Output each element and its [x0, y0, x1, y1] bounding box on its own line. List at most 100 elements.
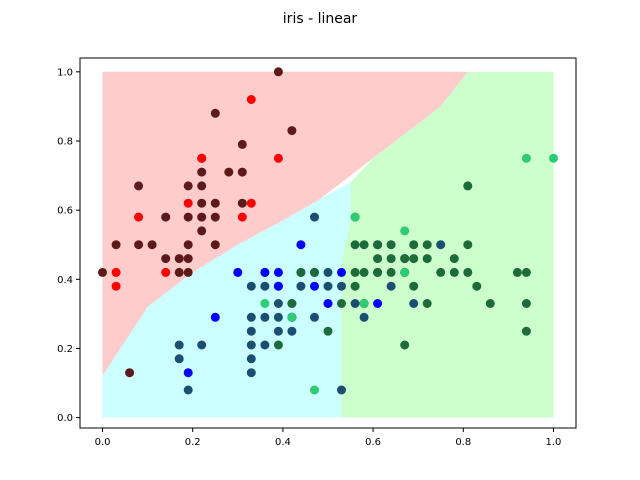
data-point — [323, 281, 333, 291]
data-point — [224, 167, 234, 177]
data-point — [359, 299, 369, 308]
data-point — [273, 153, 283, 163]
x-tick-label: 0.6 — [365, 437, 381, 448]
data-point — [237, 167, 247, 177]
data-point — [197, 167, 207, 177]
data-point — [350, 267, 360, 277]
data-point — [323, 299, 333, 308]
plot-frame — [79, 57, 577, 429]
data-point — [400, 267, 410, 277]
data-point — [273, 67, 283, 77]
data-point — [373, 254, 383, 264]
x-tick-label: 1.0 — [546, 437, 562, 448]
data-point — [436, 267, 446, 277]
data-point — [197, 153, 207, 163]
data-point — [147, 240, 157, 250]
data-point — [273, 326, 283, 336]
data-point — [237, 139, 247, 149]
data-point — [521, 299, 531, 308]
data-point — [174, 354, 184, 364]
data-point — [210, 312, 220, 322]
data-point — [287, 312, 297, 322]
data-point — [210, 212, 220, 222]
data-point — [310, 267, 319, 277]
data-point — [197, 212, 207, 222]
x-tick-label: 0.2 — [185, 437, 201, 448]
decision-region-0 — [102, 71, 468, 377]
data-point — [323, 267, 333, 277]
data-point — [246, 340, 256, 350]
data-point — [273, 312, 283, 322]
y-tick-label: 0.4 — [57, 275, 73, 286]
data-point — [260, 267, 270, 277]
data-point — [161, 267, 171, 277]
data-point — [350, 240, 360, 250]
data-point — [549, 153, 558, 163]
data-point — [237, 198, 247, 208]
data-point — [359, 312, 369, 322]
data-point — [310, 312, 319, 322]
data-point — [386, 240, 396, 250]
y-tick-label: 0.6 — [57, 206, 73, 217]
data-point — [183, 385, 193, 395]
data-point — [386, 281, 396, 291]
data-point — [310, 281, 319, 291]
data-point — [125, 368, 135, 378]
data-point — [273, 340, 283, 350]
data-point — [183, 212, 193, 222]
data-point — [409, 299, 419, 308]
data-point — [409, 240, 419, 250]
data-point — [134, 181, 144, 191]
data-point — [273, 281, 283, 291]
data-point — [373, 240, 383, 250]
data-point — [183, 240, 193, 250]
data-point — [111, 281, 121, 291]
data-point — [323, 326, 333, 336]
data-point — [287, 299, 297, 308]
data-point — [174, 254, 184, 264]
x-tick-label: 0.8 — [455, 437, 471, 448]
data-point — [246, 95, 256, 104]
data-point — [512, 267, 522, 277]
data-point — [337, 281, 346, 291]
decision-regions — [102, 71, 554, 418]
x-tick-label: 0.0 — [95, 437, 111, 448]
data-point — [422, 299, 432, 308]
data-point — [296, 281, 306, 291]
data-point — [210, 240, 220, 250]
data-point — [422, 240, 432, 250]
data-point — [183, 267, 193, 277]
data-point — [386, 254, 396, 264]
data-point — [463, 181, 473, 191]
data-point — [485, 299, 495, 308]
data-point — [111, 240, 121, 250]
data-point — [472, 281, 482, 291]
data-point — [296, 267, 306, 277]
data-point — [400, 226, 410, 236]
data-point — [183, 198, 193, 208]
data-point — [337, 267, 346, 277]
data-point — [409, 281, 419, 291]
data-point — [287, 326, 297, 336]
decision-region-2 — [341, 71, 554, 418]
data-point — [287, 126, 297, 136]
x-axis: 0.0 0.2 0.4 0.6 0.8 1.0 — [95, 428, 562, 448]
y-tick-label: 0.2 — [57, 344, 73, 355]
data-point — [134, 240, 144, 250]
data-point — [174, 267, 184, 277]
data-point — [197, 226, 207, 236]
data-point — [134, 212, 144, 222]
data-point — [197, 198, 207, 208]
data-point — [400, 254, 410, 264]
data-point — [350, 281, 360, 291]
data-point — [463, 267, 473, 277]
data-point — [197, 340, 207, 350]
data-point — [359, 240, 369, 250]
y-tick-label: 1.0 — [57, 67, 73, 78]
data-point — [310, 212, 319, 222]
data-point — [449, 254, 459, 264]
data-point — [337, 385, 346, 395]
x-tick-label: 0.4 — [275, 437, 291, 448]
data-point — [246, 354, 256, 364]
